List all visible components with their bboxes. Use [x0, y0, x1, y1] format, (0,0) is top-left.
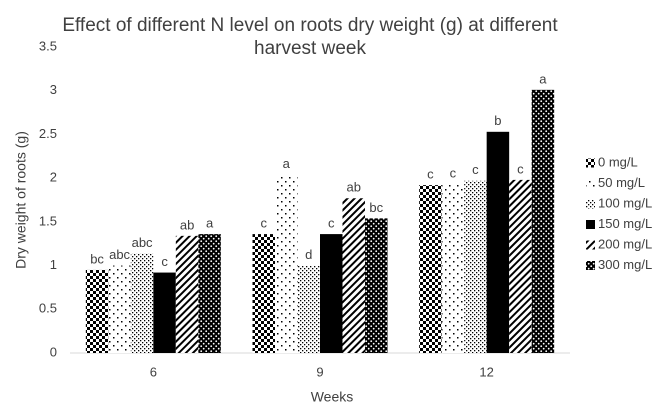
bar-letter: c [472, 162, 479, 177]
bar-letter: c [450, 166, 457, 181]
legend-swatch [586, 220, 595, 229]
y-tick-label: 2.5 [39, 126, 57, 141]
legend-swatch [586, 261, 595, 270]
bar [153, 272, 176, 353]
bar-letter: bc [90, 251, 104, 266]
legend-swatch [586, 158, 595, 168]
legend-label: 300 mg/L [598, 257, 652, 272]
bar [297, 265, 320, 353]
bar-letter: ab [347, 180, 361, 195]
bar [275, 174, 298, 353]
bar-letter: abc [132, 235, 153, 250]
y-tick-label: 1 [50, 257, 57, 272]
bar [419, 185, 442, 353]
legend-label: 0 mg/L [598, 154, 638, 169]
bar-letter: a [539, 71, 547, 86]
y-tick-label: 3.5 [39, 38, 57, 53]
chart-title: Effect of different N level on roots dry… [62, 15, 558, 59]
legend-label: 50 mg/L [598, 175, 645, 190]
bar [509, 179, 532, 353]
bar-letter: c [261, 216, 268, 231]
x-axis-label: Weeks [311, 389, 354, 405]
bar-letter: d [305, 247, 312, 262]
legend-swatch [586, 240, 595, 250]
y-axis-label: Dry weight of roots (g) [13, 131, 29, 269]
y-tick-label: 2 [50, 170, 57, 185]
bar-letter: a [283, 156, 291, 171]
y-tick-label: 3 [50, 82, 57, 97]
bar [108, 265, 131, 353]
legend-label: 150 mg/L [598, 216, 652, 231]
bar [85, 269, 109, 353]
bar [130, 253, 154, 353]
legend-swatch [586, 179, 595, 188]
bar-letter: c [517, 161, 524, 176]
y-tick-label: 0.5 [39, 301, 57, 316]
bar [320, 234, 343, 353]
bar [464, 180, 487, 353]
legend-label: 200 mg/L [598, 236, 652, 251]
bar-letter: a [206, 216, 214, 231]
legend-label: 100 mg/L [598, 195, 652, 210]
bar-letter: bc [369, 200, 383, 215]
legend-swatch [586, 199, 595, 209]
y-tick-label: 0 [50, 344, 57, 359]
bar-letter: abc [109, 247, 130, 262]
bar-letter: c [328, 216, 335, 231]
bar [342, 198, 365, 353]
bar-letter: c [161, 254, 168, 269]
bar-letter: c [427, 167, 434, 182]
bar [175, 235, 199, 353]
bar-letter: b [494, 113, 501, 128]
bar [441, 184, 465, 353]
x-tick-label: 12 [479, 364, 493, 379]
bar [531, 89, 555, 353]
bar [365, 218, 388, 353]
bar [198, 234, 221, 353]
bar [486, 131, 510, 353]
bar [252, 234, 275, 353]
x-tick-label: 9 [316, 364, 323, 379]
bar-letter: ab [180, 217, 194, 232]
x-tick-label: 6 [150, 364, 157, 379]
y-tick-label: 1.5 [39, 213, 57, 228]
